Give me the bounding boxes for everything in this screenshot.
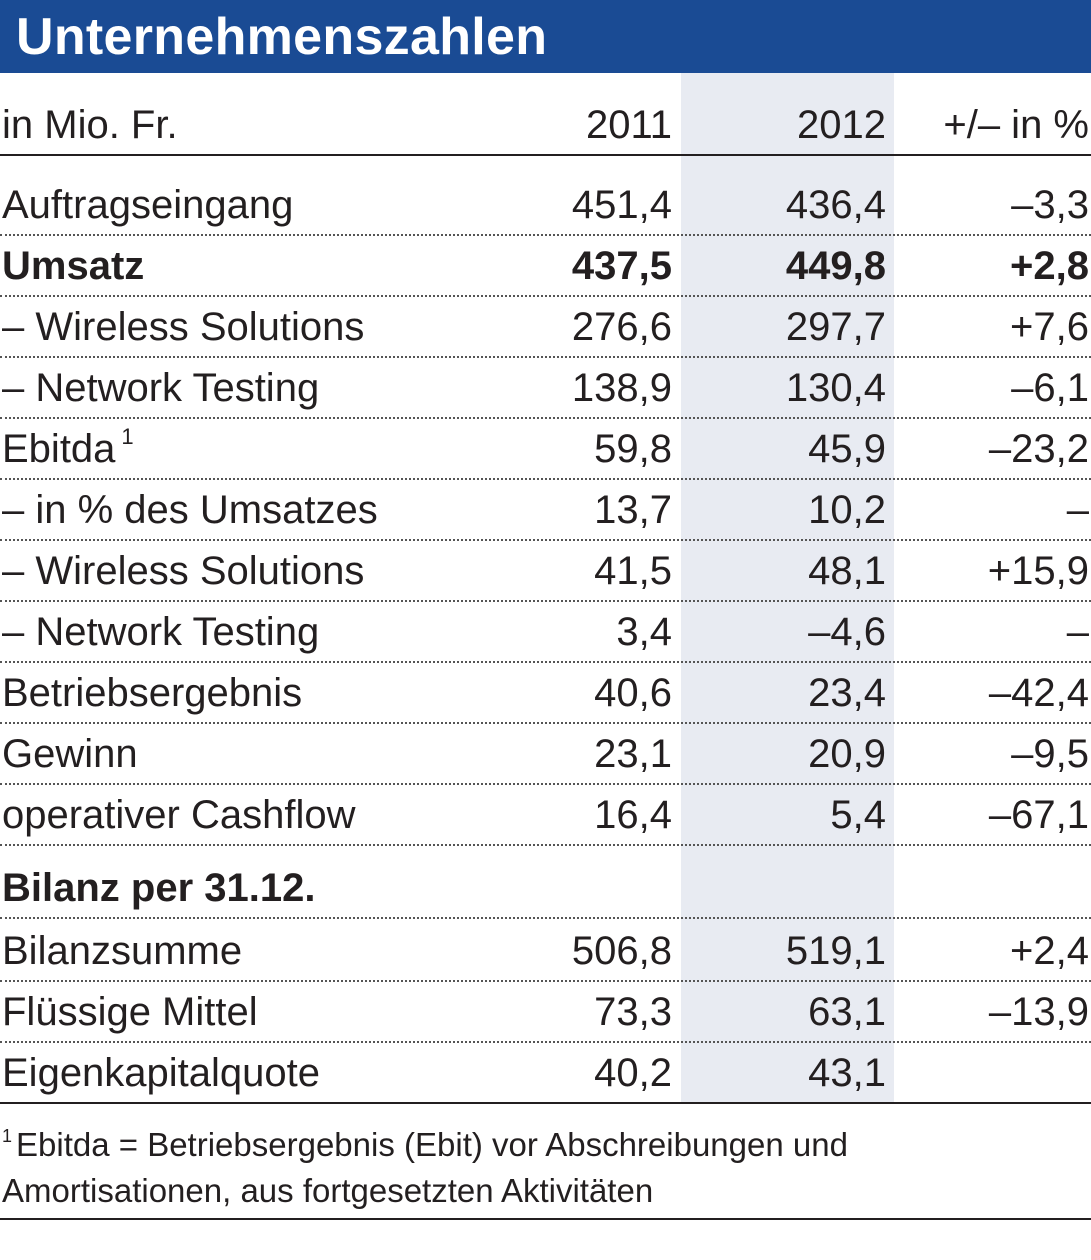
value-change: +2,8 (1010, 244, 1089, 288)
title-bar: Unternehmenszahlen (0, 0, 1091, 73)
value-2012: 10,2 (808, 488, 886, 532)
row-label: – Wireless Solutions (2, 297, 364, 358)
value-change: –13,9 (988, 990, 1089, 1034)
section-heading-row: Bilanz per 31.12. (0, 858, 1091, 919)
row-label: Bilanzsumme (2, 921, 242, 982)
row-label-text: Gewinn (2, 732, 138, 776)
value-2012: 43,1 (808, 1051, 886, 1095)
value-change: +7,6 (1010, 305, 1089, 349)
value-2012: 5,4 (830, 793, 886, 837)
value-2011: 40,6 (594, 671, 672, 715)
value-change: –3,3 (1011, 183, 1089, 227)
value-change: –42,4 (988, 671, 1089, 715)
row-label: – Network Testing (2, 602, 319, 663)
value-change: – (1066, 610, 1089, 654)
row-label-text: – in % des Umsatzes (2, 488, 378, 532)
value-2011: 13,7 (594, 488, 672, 532)
value-2012: –4,6 (808, 610, 886, 654)
value-2012: 449,8 (785, 244, 886, 288)
value-2011: 276,6 (571, 305, 672, 349)
table-row: Auftragseingang 451,4 436,4 –3,3 (0, 175, 1091, 236)
table-row: Umsatz 437,5 449,8 +2,8 (0, 236, 1091, 297)
bottom-rule (0, 1218, 1091, 1220)
table-title: Unternehmenszahlen (16, 8, 548, 66)
value-2012: 63,1 (808, 990, 886, 1034)
value-2011: 138,9 (571, 366, 672, 410)
row-label-text: Umsatz (2, 244, 145, 288)
value-2012: 23,4 (808, 671, 886, 715)
value-change: –6,1 (1011, 366, 1089, 410)
value-2012: 130,4 (785, 366, 886, 410)
table-row: Gewinn 23,1 20,9 –9,5 (0, 724, 1091, 785)
row-label-text: – Network Testing (2, 610, 320, 654)
value-change: +2,4 (1010, 929, 1089, 973)
row-label: Umsatz (2, 236, 144, 297)
column-header-change: +/– in % (943, 103, 1089, 147)
value-change: –67,1 (988, 793, 1089, 837)
value-2012: 48,1 (808, 549, 886, 593)
row-label-text: – Wireless Solutions (2, 549, 365, 593)
table-row: Ebitda 1 59,8 45,9 –23,2 (0, 419, 1091, 480)
table-row: operativer Cashflow 16,4 5,4 –67,1 (0, 785, 1091, 846)
footnote-line-1: Ebitda = Betriebsergebnis (Ebit) vor Abs… (16, 1126, 848, 1163)
column-header-2012: 2012 (797, 103, 886, 147)
value-change: –23,2 (988, 427, 1089, 471)
value-2011: 506,8 (571, 929, 672, 973)
value-2011: 3,4 (616, 610, 672, 654)
row-label: – Network Testing (2, 358, 319, 419)
table-row: Betriebsergebnis 40,6 23,4 –42,4 (0, 663, 1091, 724)
value-change: +15,9 (987, 549, 1089, 593)
header-row: in Mio. Fr. 2011 2012 +/– in % (0, 95, 1091, 156)
footnote-line-2: Amortisationen, aus fortgesetzten Aktivi… (2, 1172, 654, 1209)
value-2012: 297,7 (785, 305, 886, 349)
table-row: – in % des Umsatzes 13,7 10,2 – (0, 480, 1091, 541)
value-2012: 519,1 (785, 929, 886, 973)
row-label-text: Betriebsergebnis (2, 671, 303, 715)
row-label-text: – Network Testing (2, 366, 320, 410)
column-header-2011: 2011 (585, 103, 672, 147)
row-label: Gewinn (2, 724, 138, 785)
row-label-text: – Wireless Solutions (2, 305, 365, 349)
table-row: – Network Testing 3,4 –4,6 – (0, 602, 1091, 663)
column-header-label: in Mio. Fr. (2, 103, 178, 147)
value-2012: 20,9 (808, 732, 886, 776)
table-row: Eigenkapitalquote 40,2 43,1 (0, 1043, 1091, 1104)
row-label-text: Ebitda (2, 427, 116, 471)
footnote: 1 Ebitda = Betriebsergebnis (Ebit) vor Ab… (2, 1122, 1082, 1214)
value-2011: 437,5 (571, 244, 672, 288)
row-label-text: Bilanzsumme (2, 929, 243, 973)
value-change: – (1066, 488, 1089, 532)
table-row: – Wireless Solutions 276,6 297,7 +7,6 (0, 297, 1091, 358)
value-2011: 41,5 (594, 549, 672, 593)
row-label-text: operativer Cashflow (2, 793, 356, 837)
value-2011: 451,4 (571, 183, 672, 227)
table-row: Flüssige Mittel 73,3 63,1 –13,9 (0, 982, 1091, 1043)
row-label: – Wireless Solutions (2, 541, 364, 602)
row-label: Flüssige Mittel (2, 982, 258, 1043)
row-label: Betriebsergebnis (2, 663, 302, 724)
value-2012: 436,4 (785, 183, 886, 227)
row-label: – in % des Umsatzes (2, 480, 378, 541)
highlight-column-2012 (681, 73, 894, 1104)
footnote-marker: 1 (2, 1126, 13, 1146)
row-label: operativer Cashflow (2, 785, 356, 846)
row-label: Eigenkapitalquote (2, 1043, 320, 1104)
row-label-text: Auftragseingang (2, 183, 294, 227)
table-row: – Wireless Solutions 41,5 48,1 +15,9 (0, 541, 1091, 602)
row-label: Ebitda 1 (2, 419, 134, 480)
section-heading: Bilanz per 31.12. (2, 866, 316, 910)
value-2011: 73,3 (594, 990, 672, 1034)
value-2011: 59,8 (594, 427, 672, 471)
table-row: – Network Testing 138,9 130,4 –6,1 (0, 358, 1091, 419)
value-change: –9,5 (1011, 732, 1089, 776)
footnote-ref: 1 (121, 424, 134, 449)
value-2012: 45,9 (808, 427, 886, 471)
value-2011: 40,2 (594, 1051, 672, 1095)
row-label-text: Eigenkapitalquote (2, 1051, 321, 1095)
row-label: Auftragseingang (2, 175, 293, 236)
table-row: Bilanzsumme 506,8 519,1 +2,4 (0, 921, 1091, 982)
value-2011: 23,1 (594, 732, 672, 776)
row-label-text: Flüssige Mittel (2, 990, 258, 1034)
value-2011: 16,4 (594, 793, 672, 837)
